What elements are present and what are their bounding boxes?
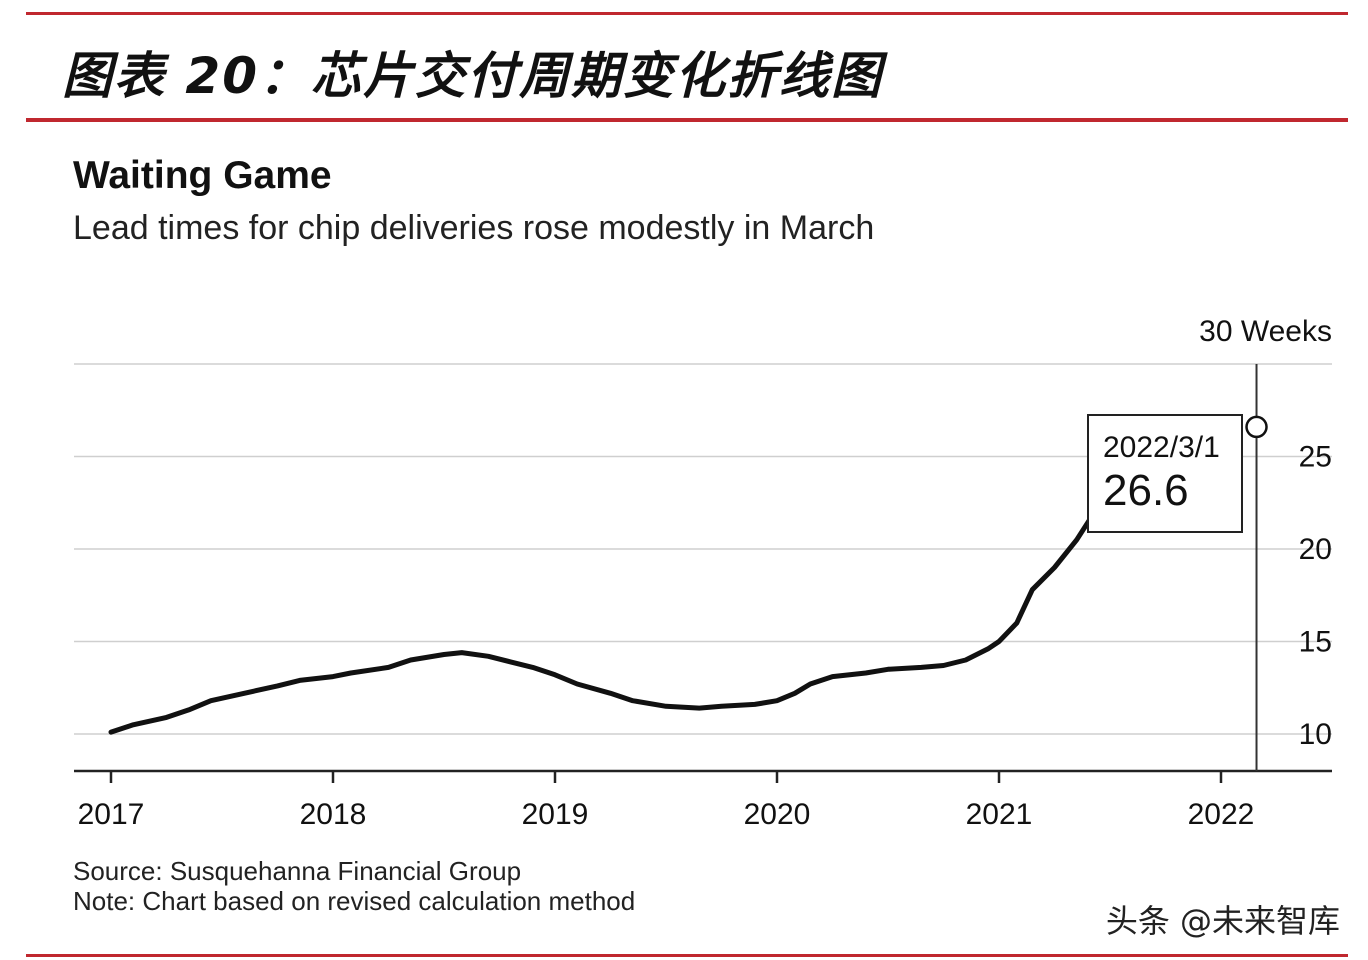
top-rule: [26, 12, 1348, 15]
watermark: 头条 @未来智库: [1105, 902, 1340, 940]
chart-title: Waiting Game: [73, 154, 332, 197]
title-underline-rule: [26, 118, 1348, 122]
y-tick-label-10: 10: [1299, 718, 1332, 751]
annotation-value-label: 26.6: [1103, 466, 1189, 515]
x-tick-label-2021: 2021: [966, 798, 1033, 831]
y-tick-label-20: 20: [1299, 533, 1332, 566]
x-tick-label-2018: 2018: [300, 798, 367, 831]
chart-subtitle: Lead times for chip deliveries rose mode…: [73, 209, 875, 247]
bottom-rule: [26, 954, 1348, 957]
x-tick-label-2017: 2017: [78, 798, 145, 831]
annotation-date-label: 2022/3/1: [1103, 431, 1220, 464]
y-tick-labels: 10 15 20 25: [1299, 441, 1332, 752]
y-axis-unit-label: 30 Weeks: [1199, 315, 1332, 348]
axes: [74, 769, 1332, 783]
y-tick-label-15: 15: [1299, 626, 1332, 659]
x-tick-label-2022: 2022: [1188, 798, 1255, 831]
x-tick-label-2019: 2019: [522, 798, 589, 831]
annotation: 2022/3/126.6: [1087, 364, 1268, 771]
series-line-0: [108, 513, 1095, 735]
x-tick-label-2020: 2020: [744, 798, 811, 831]
method-note: Note: Chart based on revised calculation…: [73, 886, 636, 916]
figure-title: 图表 20：芯片交付周期变化折线图: [62, 47, 883, 105]
y-tick-label-25: 25: [1299, 441, 1332, 474]
x-tick-labels: 2017 2018 2019 2020 2021 2022: [78, 798, 1255, 831]
series: [108, 513, 1095, 735]
annotation-marker: [1245, 415, 1268, 439]
annotation-box: [1087, 414, 1243, 533]
source-note: Source: Susquehanna Financial Group: [73, 856, 522, 886]
